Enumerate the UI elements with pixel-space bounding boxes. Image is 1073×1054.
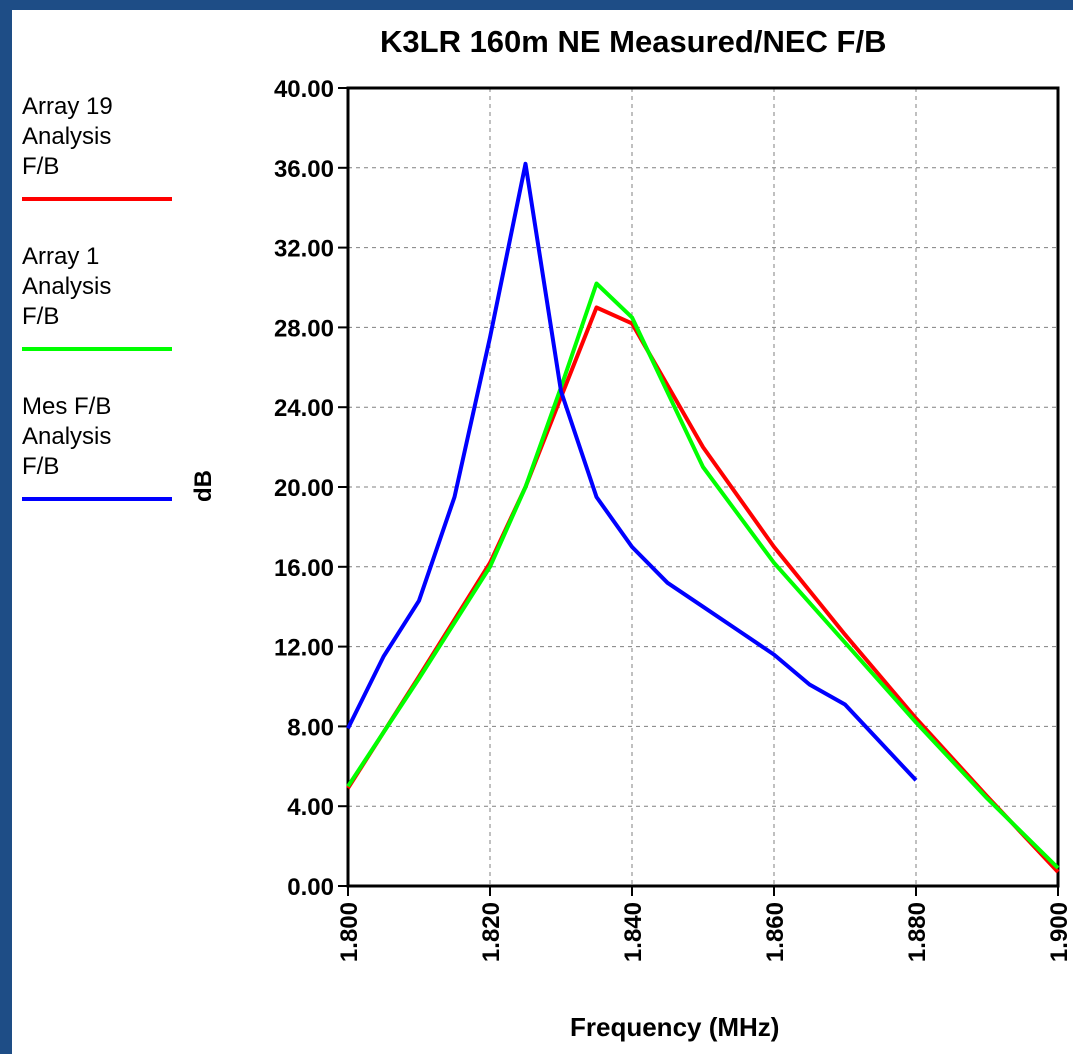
y-tick-label: 0.00 — [287, 874, 334, 901]
y-tick-label: 16.00 — [274, 555, 334, 582]
y-tick-label: 36.00 — [274, 156, 334, 183]
legend-label-array-1: Array 1 Analysis F/B — [22, 243, 112, 330]
x-tick-label: 1.880 — [904, 902, 931, 962]
y-tick-label: 24.00 — [274, 395, 334, 422]
legend-label-array-19: Array 19 Analysis F/B — [22, 93, 113, 180]
series-line-0 — [346, 305, 1060, 874]
y-tick-label: 20.00 — [274, 475, 334, 502]
legend-label-mes-fb: Mes F/B Analysis F/B — [22, 393, 112, 480]
legend-swatch-mes-fb — [22, 497, 172, 501]
x-tick-label: 1.900 — [1046, 902, 1073, 962]
legend-swatch-array-19 — [22, 197, 172, 201]
y-tick-label: 8.00 — [287, 714, 334, 741]
y-tick-label: 12.00 — [274, 635, 334, 662]
legend-item-array-1: Array 1 Analysis F/B — [22, 242, 182, 351]
x-tick-label: 1.860 — [762, 902, 789, 962]
y-tick-label: 32.00 — [274, 236, 334, 263]
x-tick-label: 1.840 — [620, 902, 647, 962]
y-tick-label: 40.00 — [274, 76, 334, 103]
x-axis-label: Frequency (MHz) — [570, 1012, 780, 1042]
chart-title: K3LR 160m NE Measured/NEC F/B — [380, 24, 887, 59]
y-tick-label: 28.00 — [274, 315, 334, 342]
legend-swatch-array-1 — [22, 347, 172, 351]
x-tick-label: 1.800 — [336, 902, 363, 962]
chart-frame — [12, 10, 1073, 1054]
legend-item-array-19: Array 19 Analysis F/B — [22, 92, 182, 201]
legend-item-mes-fb: Mes F/B Analysis F/B — [22, 392, 182, 501]
series-line-1 — [346, 281, 1060, 870]
series-line-2 — [346, 161, 918, 782]
plot-border — [346, 86, 1060, 888]
y-tick-label: 4.00 — [287, 794, 334, 821]
x-tick-label: 1.820 — [478, 902, 505, 962]
